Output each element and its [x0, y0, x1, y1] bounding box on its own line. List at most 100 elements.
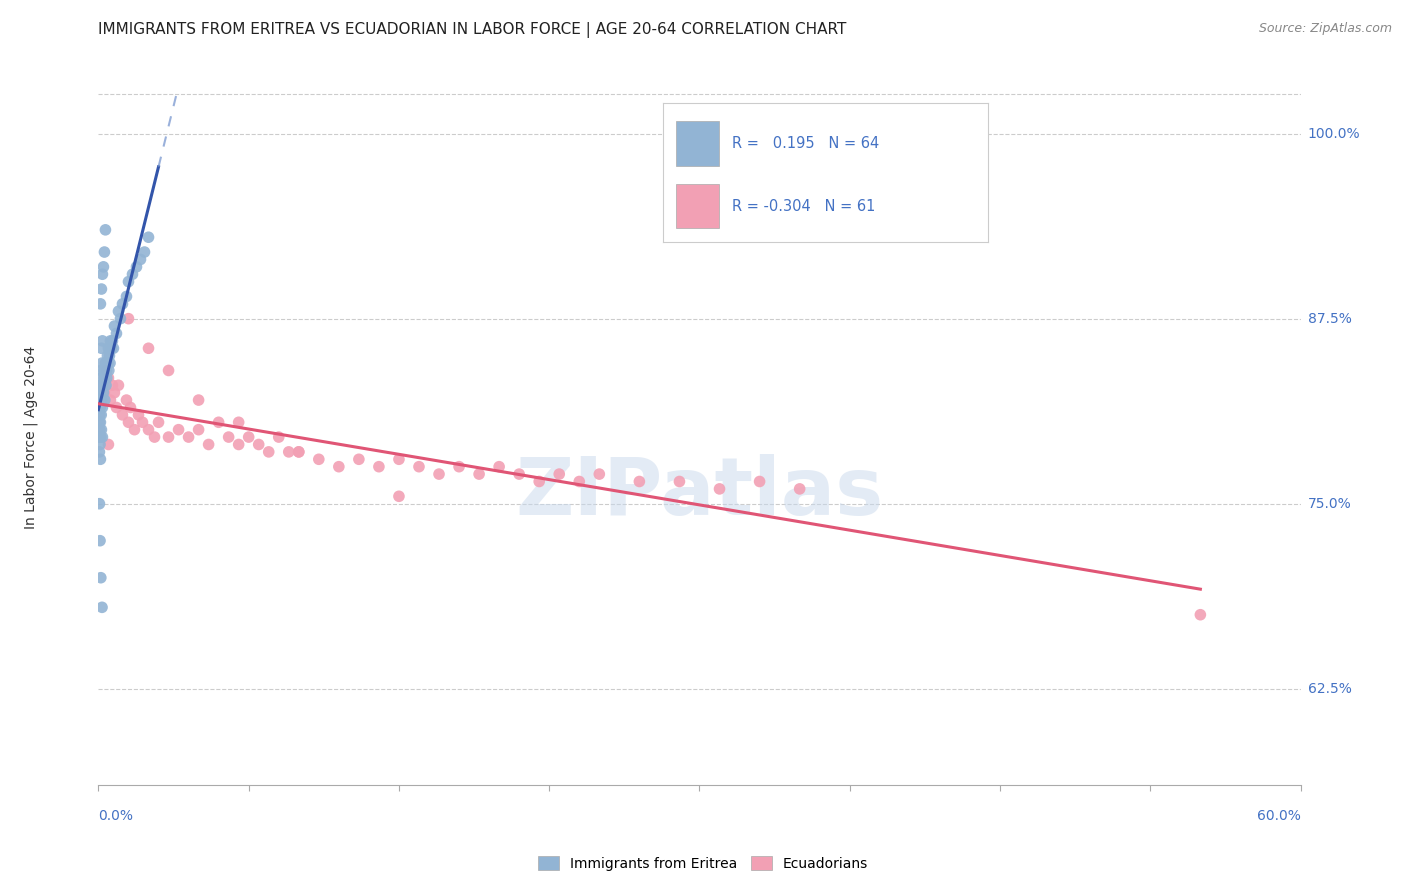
Point: [789, 482, 811, 496]
Legend: Immigrants from Eritrea, Ecuadorians: Immigrants from Eritrea, Ecuadorians: [533, 850, 873, 876]
Point: [100, 393, 122, 408]
Point: [91, 600, 114, 615]
Point: [97, 437, 120, 451]
Text: In Labor Force | Age 20-64: In Labor Force | Age 20-64: [24, 345, 38, 529]
Point: [187, 423, 209, 437]
Point: [287, 445, 309, 459]
Point: [1189, 607, 1212, 622]
Point: [157, 363, 180, 377]
Point: [90, 341, 112, 355]
Point: [247, 437, 270, 451]
Point: [121, 267, 143, 281]
Point: [668, 475, 690, 489]
Point: [107, 304, 129, 318]
Point: [91, 334, 114, 348]
Point: [93, 260, 115, 274]
Point: [93, 385, 115, 400]
Point: [100, 341, 122, 355]
Point: [709, 482, 731, 496]
Point: [90, 430, 112, 444]
Point: [91, 378, 114, 392]
Point: [97, 341, 120, 355]
Point: [91, 401, 114, 415]
Point: [89, 437, 111, 451]
Point: [115, 289, 138, 303]
Point: [488, 459, 510, 474]
Point: [131, 415, 153, 429]
Point: [228, 415, 250, 429]
Point: [117, 415, 139, 429]
Point: [588, 467, 610, 481]
Point: [93, 371, 115, 385]
Point: [89, 385, 111, 400]
Point: [177, 430, 200, 444]
Point: [91, 356, 114, 370]
Point: [157, 430, 180, 444]
Point: [101, 378, 124, 392]
Text: ZIPatlas: ZIPatlas: [516, 454, 883, 532]
Text: 60.0%: 60.0%: [1257, 809, 1301, 823]
Point: [89, 452, 111, 467]
Point: [257, 445, 280, 459]
Point: [748, 475, 770, 489]
Point: [90, 393, 112, 408]
Point: [368, 459, 391, 474]
Point: [96, 371, 118, 385]
Point: [89, 378, 111, 392]
Point: [124, 423, 146, 437]
Point: [89, 497, 111, 511]
Point: [107, 378, 129, 392]
Text: Source: ZipAtlas.com: Source: ZipAtlas.com: [1258, 22, 1392, 36]
Point: [94, 356, 117, 370]
Point: [96, 363, 118, 377]
Point: [138, 423, 160, 437]
Point: [94, 378, 117, 392]
Point: [568, 475, 591, 489]
Point: [110, 311, 132, 326]
Point: [148, 415, 170, 429]
Point: [100, 334, 122, 348]
Point: [117, 275, 139, 289]
Point: [128, 408, 150, 422]
Point: [115, 393, 138, 408]
Point: [308, 452, 330, 467]
Point: [388, 452, 411, 467]
Point: [347, 452, 370, 467]
Point: [138, 230, 160, 244]
Point: [138, 341, 160, 355]
Point: [89, 415, 111, 429]
Point: [427, 467, 450, 481]
Point: [93, 245, 115, 260]
Point: [89, 415, 111, 429]
Point: [197, 437, 219, 451]
Point: [101, 334, 124, 348]
Point: [328, 459, 350, 474]
Point: [447, 459, 470, 474]
Point: [103, 319, 125, 334]
Point: [90, 393, 112, 408]
Point: [388, 489, 411, 503]
Point: [98, 349, 121, 363]
Point: [90, 571, 112, 585]
Point: [89, 401, 111, 415]
Point: [218, 430, 240, 444]
Point: [208, 415, 231, 429]
Point: [90, 363, 112, 377]
Point: [97, 356, 120, 370]
Point: [125, 260, 148, 274]
Point: [89, 408, 111, 422]
Point: [93, 385, 115, 400]
Point: [228, 437, 250, 451]
Point: [167, 423, 190, 437]
Point: [120, 401, 142, 415]
Point: [89, 445, 111, 459]
Point: [97, 371, 120, 385]
Point: [90, 371, 112, 385]
Point: [90, 408, 112, 422]
Point: [96, 349, 118, 363]
Point: [408, 459, 430, 474]
Point: [94, 393, 117, 408]
Point: [98, 356, 121, 370]
Point: [277, 445, 299, 459]
Point: [238, 430, 260, 444]
